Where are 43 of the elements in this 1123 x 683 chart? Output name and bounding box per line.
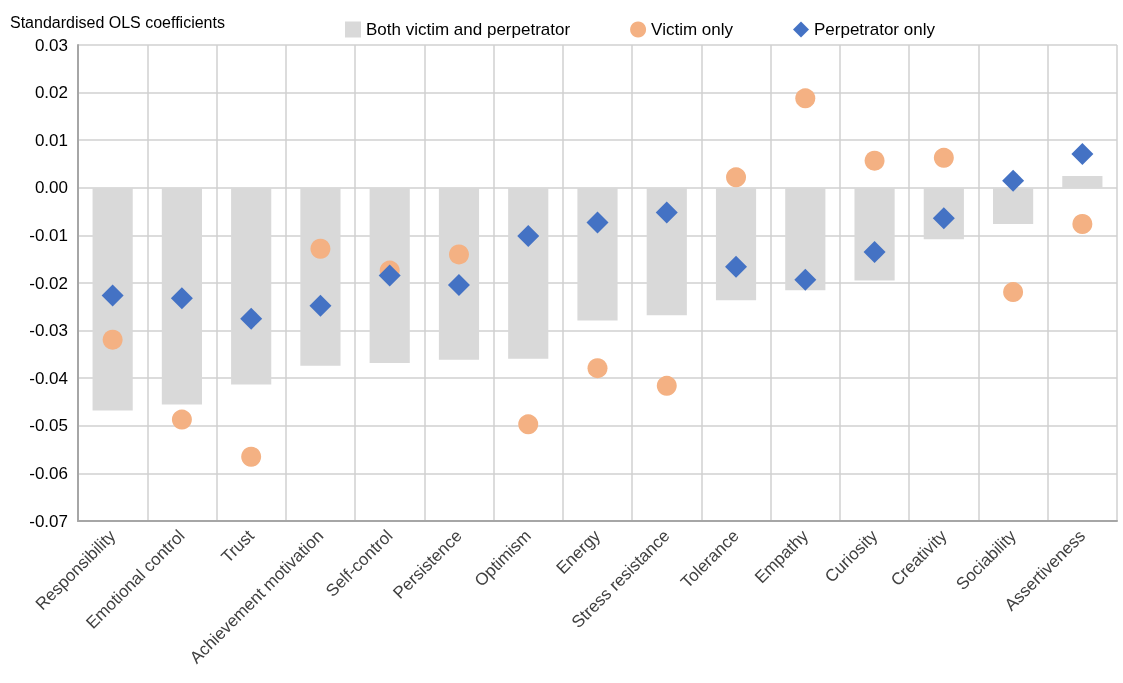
point <box>795 88 816 109</box>
y-tick-label: 0.01 <box>34 130 68 150</box>
point <box>587 358 608 379</box>
legend-label: Victim only <box>651 20 734 39</box>
point <box>864 150 885 171</box>
y-tick-label: 0.03 <box>34 35 68 55</box>
point <box>102 329 123 350</box>
y-axis-title: Standardised OLS coefficients <box>10 13 225 31</box>
y-tick-label: -0.06 <box>29 463 68 483</box>
y-tick-label: 0.02 <box>34 83 68 103</box>
point <box>517 224 540 247</box>
point <box>1003 282 1024 303</box>
y-tick-label: -0.07 <box>29 511 68 531</box>
y-tick-label: -0.01 <box>29 225 68 245</box>
point <box>240 307 263 330</box>
point <box>656 375 677 396</box>
point <box>241 446 262 467</box>
point <box>1071 143 1094 165</box>
point <box>448 244 469 265</box>
point <box>863 241 886 264</box>
point <box>725 255 748 278</box>
point <box>171 409 192 430</box>
point <box>310 238 331 259</box>
point <box>655 201 678 224</box>
point <box>794 268 817 291</box>
point <box>170 287 193 310</box>
point <box>378 264 401 287</box>
y-tick-label: -0.02 <box>29 273 68 293</box>
point <box>447 273 470 296</box>
y-tick-label: 0.00 <box>34 178 68 198</box>
point <box>1072 213 1093 234</box>
point <box>586 211 609 234</box>
y-tick-label: -0.05 <box>29 416 68 436</box>
legend-label: Perpetrator only <box>813 20 936 39</box>
point <box>518 414 539 435</box>
legend-label: Both victim and perpetrator <box>366 20 571 39</box>
y-tick-label: -0.04 <box>29 368 68 388</box>
point <box>101 284 124 307</box>
point <box>726 167 747 188</box>
point <box>309 294 332 317</box>
y-tick-label: -0.03 <box>29 321 68 341</box>
point <box>933 147 954 168</box>
point <box>1002 169 1025 192</box>
